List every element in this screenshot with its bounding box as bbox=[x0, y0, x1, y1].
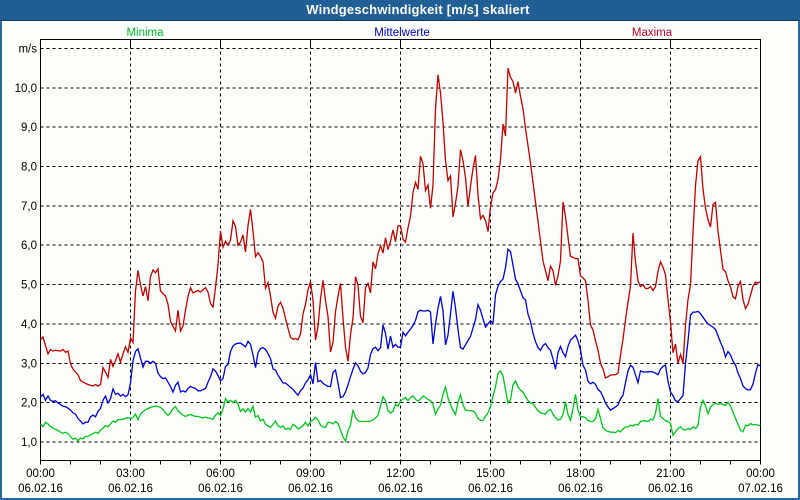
svg-text:18:00: 18:00 bbox=[566, 468, 595, 480]
svg-text:Mittelwerte: Mittelwerte bbox=[374, 27, 430, 39]
svg-text:5,0: 5,0 bbox=[21, 280, 37, 292]
svg-text:3,0: 3,0 bbox=[21, 358, 37, 370]
svg-text:06:00: 06:00 bbox=[206, 468, 235, 480]
svg-text:Minima: Minima bbox=[126, 27, 164, 39]
svg-text:6,0: 6,0 bbox=[21, 240, 37, 252]
svg-text:1,0: 1,0 bbox=[21, 437, 37, 449]
svg-text:06.02.16: 06.02.16 bbox=[198, 483, 243, 495]
svg-text:4,0: 4,0 bbox=[21, 319, 37, 331]
svg-text:12:00: 12:00 bbox=[386, 468, 415, 480]
svg-text:06.02.16: 06.02.16 bbox=[18, 483, 63, 495]
svg-text:00:00: 00:00 bbox=[746, 468, 775, 480]
svg-text:21:00: 21:00 bbox=[656, 468, 685, 480]
svg-text:8,0: 8,0 bbox=[21, 162, 37, 174]
svg-text:00:00: 00:00 bbox=[26, 468, 55, 480]
svg-text:15:00: 15:00 bbox=[476, 468, 505, 480]
svg-text:06.02.16: 06.02.16 bbox=[378, 483, 423, 495]
svg-text:06.02.16: 06.02.16 bbox=[558, 483, 603, 495]
svg-text:2,0: 2,0 bbox=[21, 398, 37, 410]
svg-text:03:00: 03:00 bbox=[116, 468, 145, 480]
svg-text:7,0: 7,0 bbox=[21, 201, 37, 213]
svg-text:07.02.16: 07.02.16 bbox=[738, 483, 783, 495]
svg-text:06.02.16: 06.02.16 bbox=[648, 483, 693, 495]
svg-text:09:00: 09:00 bbox=[296, 468, 325, 480]
svg-text:Maxima: Maxima bbox=[632, 27, 673, 39]
svg-text:06.02.16: 06.02.16 bbox=[108, 483, 153, 495]
svg-text:06.02.16: 06.02.16 bbox=[468, 483, 513, 495]
svg-text:10,0: 10,0 bbox=[15, 83, 37, 95]
svg-text:m/s: m/s bbox=[18, 44, 37, 56]
svg-text:06.02.16: 06.02.16 bbox=[288, 483, 333, 495]
svg-text:9,0: 9,0 bbox=[21, 122, 37, 134]
